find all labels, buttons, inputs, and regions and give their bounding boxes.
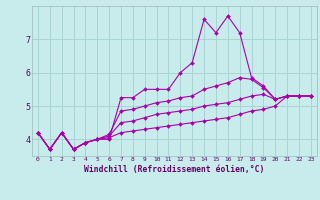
X-axis label: Windchill (Refroidissement éolien,°C): Windchill (Refroidissement éolien,°C)	[84, 165, 265, 174]
